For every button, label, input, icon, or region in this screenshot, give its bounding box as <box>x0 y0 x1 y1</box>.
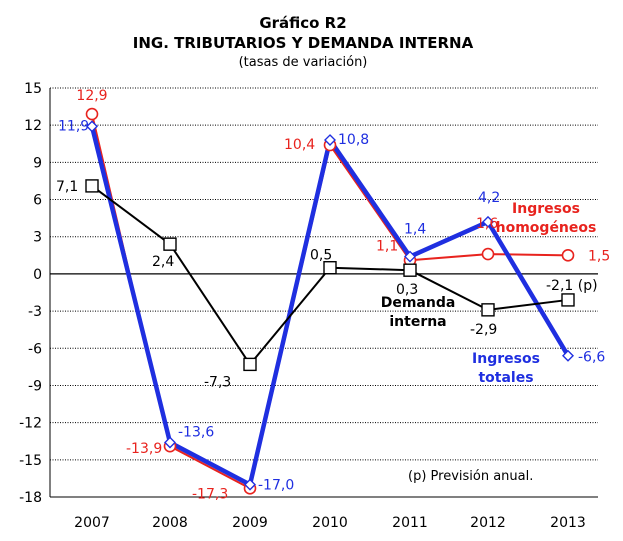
y-tick-label: -15 <box>19 453 42 469</box>
data-point <box>482 215 494 228</box>
y-tick-label: 15 <box>24 81 42 97</box>
y-tick-label: 12 <box>24 118 42 134</box>
data-label: 0,3 <box>396 282 418 298</box>
data-point <box>481 303 495 317</box>
data-label: -17,3 <box>192 486 228 502</box>
data-point <box>562 349 574 362</box>
series-line <box>91 113 569 490</box>
series-name-label: totales <box>478 370 533 386</box>
data-point <box>561 249 575 262</box>
data-label: 12,9 <box>76 88 107 104</box>
y-tick-label: 6 <box>33 193 42 209</box>
data-label: -13,9 <box>126 441 162 457</box>
forecast-note: (p) Previsión anual. <box>408 469 533 484</box>
x-tick-label: 2010 <box>312 515 348 531</box>
series-name-label: Demanda <box>381 295 456 311</box>
x-tick-label: 2007 <box>74 515 110 531</box>
data-point <box>481 247 495 261</box>
chart-units: (tasas de variación) <box>239 55 368 70</box>
data-point <box>243 357 257 372</box>
series-group <box>85 107 575 495</box>
data-label: -2,9 <box>470 322 497 338</box>
y-tick-label: -9 <box>28 378 42 394</box>
data-label: 11,9 <box>58 118 89 134</box>
data-point <box>323 261 337 275</box>
data-label: -6,6 <box>578 350 605 366</box>
x-tick-label: 2008 <box>152 515 188 531</box>
x-tick-label: 2013 <box>550 515 586 531</box>
data-label: 0,5 <box>310 248 332 264</box>
y-tick-label: 0 <box>33 267 42 283</box>
data-label: 1,6 <box>476 216 498 232</box>
data-label: 10,8 <box>338 132 369 148</box>
data-label: 1,4 <box>404 222 426 238</box>
data-labels: 12,9 -13,9 -17,3 10,4 1,1 1,6 1,5 11,9 -13,6 -17,… <box>56 88 610 502</box>
y-tick-label: -3 <box>28 304 42 320</box>
y-tick-label: -12 <box>19 416 42 432</box>
data-label: 4,2 <box>478 190 500 206</box>
series-name-label: interna <box>389 314 446 330</box>
series-labels: Ingresos homogéneos Ingresos totales Demanda… <box>381 201 597 386</box>
data-point <box>85 179 99 193</box>
data-point <box>561 293 575 307</box>
data-point <box>163 237 177 251</box>
data-point <box>244 478 256 491</box>
data-label: -13,6 <box>178 424 214 440</box>
data-point <box>85 107 99 121</box>
data-label: 1,1 <box>376 238 398 254</box>
data-label: 1,5 <box>588 248 610 264</box>
y-tick-label: -18 <box>19 490 42 506</box>
data-label: -17,0 <box>258 478 294 494</box>
series-line <box>89 125 570 487</box>
data-label: -7,3 <box>204 374 231 390</box>
y-axis: 15 12 9 6 3 0 -3 -6 -9 -12 -15 -18 <box>19 81 598 506</box>
data-point <box>86 120 98 133</box>
data-point <box>164 436 176 449</box>
data-point <box>404 250 416 263</box>
x-tick-label: 2011 <box>392 515 428 531</box>
data-label: 10,4 <box>284 137 315 153</box>
series-name-label: homogéneos <box>496 220 597 236</box>
series-name-label: Ingresos <box>472 351 540 367</box>
data-label: 2,4 <box>152 254 174 270</box>
data-label: 7,1 <box>56 179 78 195</box>
x-tick-label: 2012 <box>470 515 506 531</box>
chart-title: Gráfico R2 <box>259 14 346 32</box>
chart-subtitle: ING. TRIBUTARIOS Y DEMANDA INTERNA <box>133 34 474 52</box>
data-point <box>403 263 417 277</box>
x-axis: 2007 2008 2009 2010 2011 2012 2013 <box>74 515 586 531</box>
data-point <box>324 134 336 147</box>
x-tick-label: 2009 <box>232 515 268 531</box>
series-name-label: Ingresos <box>512 201 580 217</box>
y-tick-label: 9 <box>33 155 42 171</box>
y-tick-label: 3 <box>33 230 42 246</box>
data-label: -2,1 (p) <box>546 278 598 294</box>
y-tick-label: -6 <box>28 341 42 357</box>
